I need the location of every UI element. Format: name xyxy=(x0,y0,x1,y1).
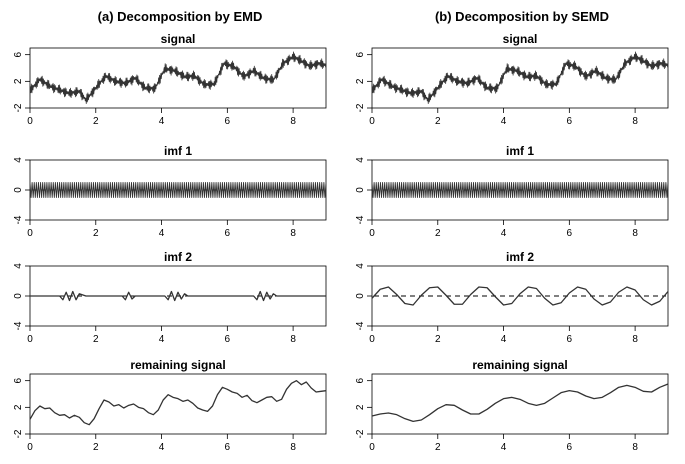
x-tick-label: 8 xyxy=(632,116,638,127)
x-tick-label: 8 xyxy=(290,116,296,127)
panel-title: remaining signal xyxy=(472,358,567,372)
y-tick-label: 4 xyxy=(13,157,24,163)
y-tick-label: 2 xyxy=(13,404,24,410)
x-tick-label: 4 xyxy=(501,228,507,239)
x-tick-label: 0 xyxy=(27,334,33,345)
x-tick-label: 8 xyxy=(632,228,638,239)
plot-frame xyxy=(29,47,327,109)
x-tick-label: 0 xyxy=(27,228,33,239)
series-line xyxy=(29,380,327,426)
series-line xyxy=(371,286,669,306)
plot-frame xyxy=(29,373,327,435)
x-tick-label: 4 xyxy=(159,228,165,239)
x-tick-label: 4 xyxy=(159,334,165,345)
panel-title: signal xyxy=(161,32,196,46)
x-tick-label: 6 xyxy=(225,334,231,345)
series-line xyxy=(29,182,327,198)
y-tick-label: 2 xyxy=(355,404,366,410)
panel-title: signal xyxy=(503,32,538,46)
x-tick-label: 2 xyxy=(93,116,99,127)
x-tick-label: 6 xyxy=(567,116,573,127)
y-tick-label: 6 xyxy=(355,51,366,57)
column-title-emd: (a) Decomposition by EMD xyxy=(98,9,263,24)
panels-group: signal 0 2 4 6 8 -2 2 6 signal 0 2 4 6 8 -2 2 6 imf 1 0 2 4 6 8… xyxy=(13,32,669,453)
x-tick-label: 0 xyxy=(369,228,375,239)
y-tick-label: 4 xyxy=(13,263,24,269)
panel-title: imf 1 xyxy=(506,144,534,158)
x-tick-label: 0 xyxy=(369,116,375,127)
x-tick-label: 2 xyxy=(93,228,99,239)
series-line xyxy=(371,182,669,198)
panel-8: remaining signal 0 2 4 6 8 -2 2 6 xyxy=(355,358,669,453)
panel-4: imf 10 2 4 6 8-404 xyxy=(355,144,669,239)
panel-7: remaining signal 0 2 4 6 8 -2 2 6 xyxy=(13,358,327,453)
x-tick-label: 6 xyxy=(225,116,231,127)
y-tick-label: 4 xyxy=(355,263,366,269)
series-line xyxy=(371,383,669,422)
x-tick-label: 4 xyxy=(501,334,507,345)
panel-title: imf 2 xyxy=(506,250,534,264)
x-tick-label: 8 xyxy=(632,442,638,453)
column-title-semd: (b) Decomposition by SEMD xyxy=(435,9,609,24)
plot-frame xyxy=(371,47,669,109)
y-tick-label: -2 xyxy=(13,103,24,112)
y-tick-label: 2 xyxy=(13,78,24,84)
x-tick-label: 2 xyxy=(435,228,441,239)
y-tick-label: 4 xyxy=(355,157,366,163)
x-tick-label: 4 xyxy=(159,116,165,127)
x-tick-label: 4 xyxy=(159,442,165,453)
series-line xyxy=(29,51,327,104)
panel-title: imf 2 xyxy=(164,250,192,264)
y-tick-label: -2 xyxy=(355,429,366,438)
x-tick-label: 2 xyxy=(435,442,441,453)
y-tick-label: 6 xyxy=(13,51,24,57)
y-tick-label: -4 xyxy=(13,321,24,330)
panel-title: imf 1 xyxy=(164,144,192,158)
panel-3: imf 10 2 4 6 8-404 xyxy=(13,144,327,239)
x-tick-label: 0 xyxy=(27,442,33,453)
plot-frame xyxy=(371,373,669,435)
panel-6: imf 20 2 4 6 8-404 xyxy=(355,250,669,345)
x-tick-label: 8 xyxy=(290,228,296,239)
y-tick-label: 0 xyxy=(355,187,366,193)
x-tick-label: 0 xyxy=(27,116,33,127)
y-tick-label: 0 xyxy=(13,187,24,193)
x-tick-label: 2 xyxy=(435,116,441,127)
y-tick-label: 0 xyxy=(355,293,366,299)
y-tick-label: 6 xyxy=(355,377,366,383)
x-tick-label: 6 xyxy=(567,442,573,453)
x-tick-label: 8 xyxy=(290,442,296,453)
x-tick-label: 0 xyxy=(369,334,375,345)
x-tick-label: 6 xyxy=(225,442,231,453)
y-tick-label: -2 xyxy=(13,429,24,438)
x-tick-label: 8 xyxy=(632,334,638,345)
x-tick-label: 2 xyxy=(435,334,441,345)
y-tick-label: 6 xyxy=(13,377,24,383)
x-tick-label: 0 xyxy=(369,442,375,453)
y-tick-label: 2 xyxy=(355,78,366,84)
y-tick-label: -4 xyxy=(13,215,24,224)
x-tick-label: 2 xyxy=(93,334,99,345)
y-tick-label: -4 xyxy=(355,321,366,330)
panel-5: imf 20 2 4 6 8-404 xyxy=(13,250,327,345)
y-tick-label: -4 xyxy=(355,215,366,224)
panel-title: remaining signal xyxy=(130,358,225,372)
series-line xyxy=(371,51,669,104)
x-tick-label: 6 xyxy=(225,228,231,239)
x-tick-label: 8 xyxy=(290,334,296,345)
panel-1: signal 0 2 4 6 8 -2 2 6 xyxy=(13,32,327,127)
x-tick-label: 6 xyxy=(567,334,573,345)
y-tick-label: -2 xyxy=(355,103,366,112)
x-tick-label: 2 xyxy=(93,442,99,453)
x-tick-label: 6 xyxy=(567,228,573,239)
series-line xyxy=(30,290,326,302)
x-tick-label: 4 xyxy=(501,116,507,127)
panel-2: signal 0 2 4 6 8 -2 2 6 xyxy=(355,32,669,127)
y-tick-label: 0 xyxy=(13,293,24,299)
x-tick-label: 4 xyxy=(501,442,507,453)
